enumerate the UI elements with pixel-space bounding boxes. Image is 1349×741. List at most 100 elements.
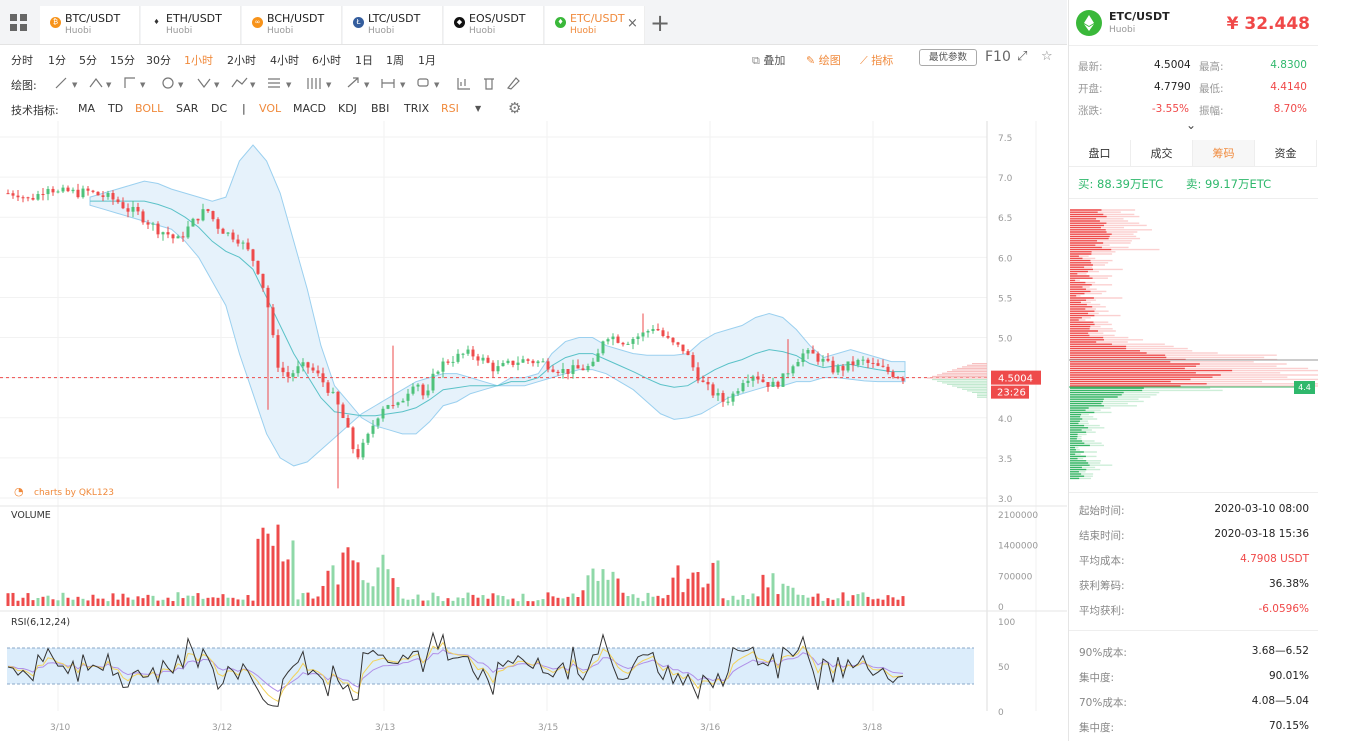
rtab-0[interactable]: 盘口 [1069, 140, 1131, 167]
tab-eos-usdt[interactable]: ◆ EOS/USDT Huobi [444, 6, 544, 44]
candle [311, 363, 315, 373]
volume-bar [256, 538, 260, 606]
volume-bar [661, 598, 665, 606]
more-indicators-icon[interactable]: ▼ [475, 104, 482, 113]
tab-bch-usdt[interactable]: ∞ BCH/USDT Huobi [242, 6, 342, 44]
fullscreen-icon[interactable]: ⤢ [1017, 49, 1028, 64]
candle [46, 186, 50, 201]
trash-icon[interactable] [484, 78, 494, 90]
wave-tool-icon[interactable] [197, 78, 211, 88]
candle [396, 401, 400, 408]
gann-tool-icon[interactable] [307, 78, 321, 89]
indicator-td[interactable]: TD [108, 102, 124, 115]
svg-text:▼: ▼ [326, 81, 332, 89]
indicator-vol[interactable]: VOL [259, 102, 282, 115]
candle [581, 364, 585, 371]
timeframe-1[interactable]: 1分 [48, 54, 66, 67]
volume-bar [791, 587, 795, 606]
volume-bar [336, 584, 340, 606]
rtab-3[interactable]: 资金 [1255, 140, 1317, 167]
indicator-rsi[interactable]: RSI [441, 102, 459, 115]
expand-chevron-icon[interactable]: ⌄ [1186, 118, 1197, 132]
candle [56, 189, 60, 194]
arrow-tool-icon[interactable] [347, 77, 359, 88]
candle [566, 368, 570, 380]
tab-btc-usdt[interactable]: ₿ BTC/USDT Huobi [40, 6, 140, 44]
rtab-2[interactable]: 筹码 [1193, 140, 1255, 167]
date-tick: 3/15 [538, 723, 558, 733]
volume-bar [456, 597, 460, 606]
indicator-button[interactable]: ⟋ 指标 [860, 54, 894, 67]
volume-bar [711, 562, 715, 606]
indicator-bbi[interactable]: BBI [371, 102, 390, 115]
info2-row: 集中度: 90.01% [1079, 670, 1309, 685]
overlay-button[interactable]: ⧉ 叠加 [752, 54, 786, 67]
indicator-trix[interactable]: TRIX [404, 102, 430, 115]
kline-chart[interactable]: 7.57.06.56.05.55.04.54.03.53.04.500423:2… [0, 121, 1200, 741]
info-key: 起始时间: [1079, 505, 1125, 517]
timeframe-5[interactable]: 1小时 [184, 54, 213, 67]
add-tab-icon[interactable]: + [650, 9, 671, 37]
volume-bar [96, 598, 100, 606]
timeframe-11[interactable]: 1月 [418, 54, 436, 67]
timeframe-9[interactable]: 1日 [355, 54, 373, 67]
volume-bar [141, 598, 145, 606]
indicator-kdj[interactable]: KDJ [338, 102, 357, 115]
grid-menu-icon[interactable] [10, 14, 28, 32]
indicator-ma[interactable]: MA [78, 102, 96, 115]
channel-tool-icon[interactable] [124, 77, 135, 88]
chip-distribution-chart [1069, 209, 1318, 480]
candle [196, 218, 200, 224]
header-price: ¥ 32.448 [1226, 14, 1310, 34]
volume-bar [606, 579, 610, 606]
star-icon[interactable]: ☆ [1041, 49, 1053, 64]
indicator-boll[interactable]: BOLL [135, 102, 164, 115]
optimal-params-button[interactable]: 最优参数 [919, 49, 977, 66]
timeframe-4[interactable]: 30分 [146, 54, 171, 67]
candle [166, 226, 170, 239]
close-tab-icon[interactable]: × [627, 16, 638, 31]
candle [541, 358, 545, 363]
candle [856, 358, 860, 368]
note-tool-icon[interactable] [417, 78, 429, 87]
indicator-dc[interactable]: DC [211, 102, 228, 115]
tab-ltc-usdt[interactable]: Ł LTC/USDT Huobi [343, 6, 443, 44]
clear-drawings-icon[interactable] [506, 77, 520, 90]
draw-button[interactable]: ✎ 绘图 [806, 54, 841, 67]
f10-button[interactable]: F10 [985, 49, 1011, 65]
timeframe-7[interactable]: 4小时 [270, 54, 299, 67]
settings-gear-icon[interactable]: ⚙ [508, 99, 522, 117]
timeframe-toolbar: 分时 1分 5分 15分 30分 1小时 2小时 4小时 6小时 1日 1周 1月 ⧉ 叠加 ✎ 绘图… [0, 46, 1067, 72]
candle [556, 369, 560, 376]
rtab-1[interactable]: 成交 [1131, 140, 1193, 167]
pattern-tool-icon[interactable] [231, 77, 248, 88]
tab-eth-usdt[interactable]: ♦ ETH/USDT Huobi [141, 6, 241, 44]
timeframe-10[interactable]: 1周 [386, 54, 404, 67]
timeframe-6[interactable]: 2小时 [227, 54, 256, 67]
indicator-macd[interactable]: MACD [293, 102, 326, 115]
bars-tool-icon[interactable] [457, 78, 470, 90]
measure-tool-icon[interactable] [381, 79, 395, 88]
candle [716, 388, 720, 402]
info2-key: 集中度: [1079, 672, 1115, 684]
info2-row: 集中度: 70.15% [1079, 720, 1309, 735]
price-tag [991, 370, 1041, 385]
shape-tool-icon[interactable] [162, 77, 174, 89]
tab-etc-usdt[interactable]: ♦ ETC/USDT Huobi × [545, 6, 645, 44]
timeframe-0[interactable]: 分时 [11, 54, 33, 67]
candle [286, 365, 290, 383]
candle [106, 190, 110, 200]
candle [676, 341, 680, 348]
timeframe-3[interactable]: 15分 [110, 54, 135, 67]
ray-tool-icon[interactable] [89, 78, 103, 88]
indicator-sar[interactable]: SAR [176, 102, 199, 115]
line-tool-icon[interactable] [55, 77, 67, 89]
chart-area[interactable]: 7.57.06.56.05.55.04.54.03.53.04.500423:2… [0, 121, 1200, 741]
candle [691, 352, 695, 371]
timeframe-2[interactable]: 5分 [79, 54, 97, 67]
info-value: 36.38% [1268, 578, 1309, 590]
volume-bar [721, 598, 725, 606]
fib-tool-icon[interactable] [268, 78, 280, 88]
volume-tick: 1400000 [998, 542, 1038, 552]
timeframe-8[interactable]: 6小时 [312, 54, 341, 67]
